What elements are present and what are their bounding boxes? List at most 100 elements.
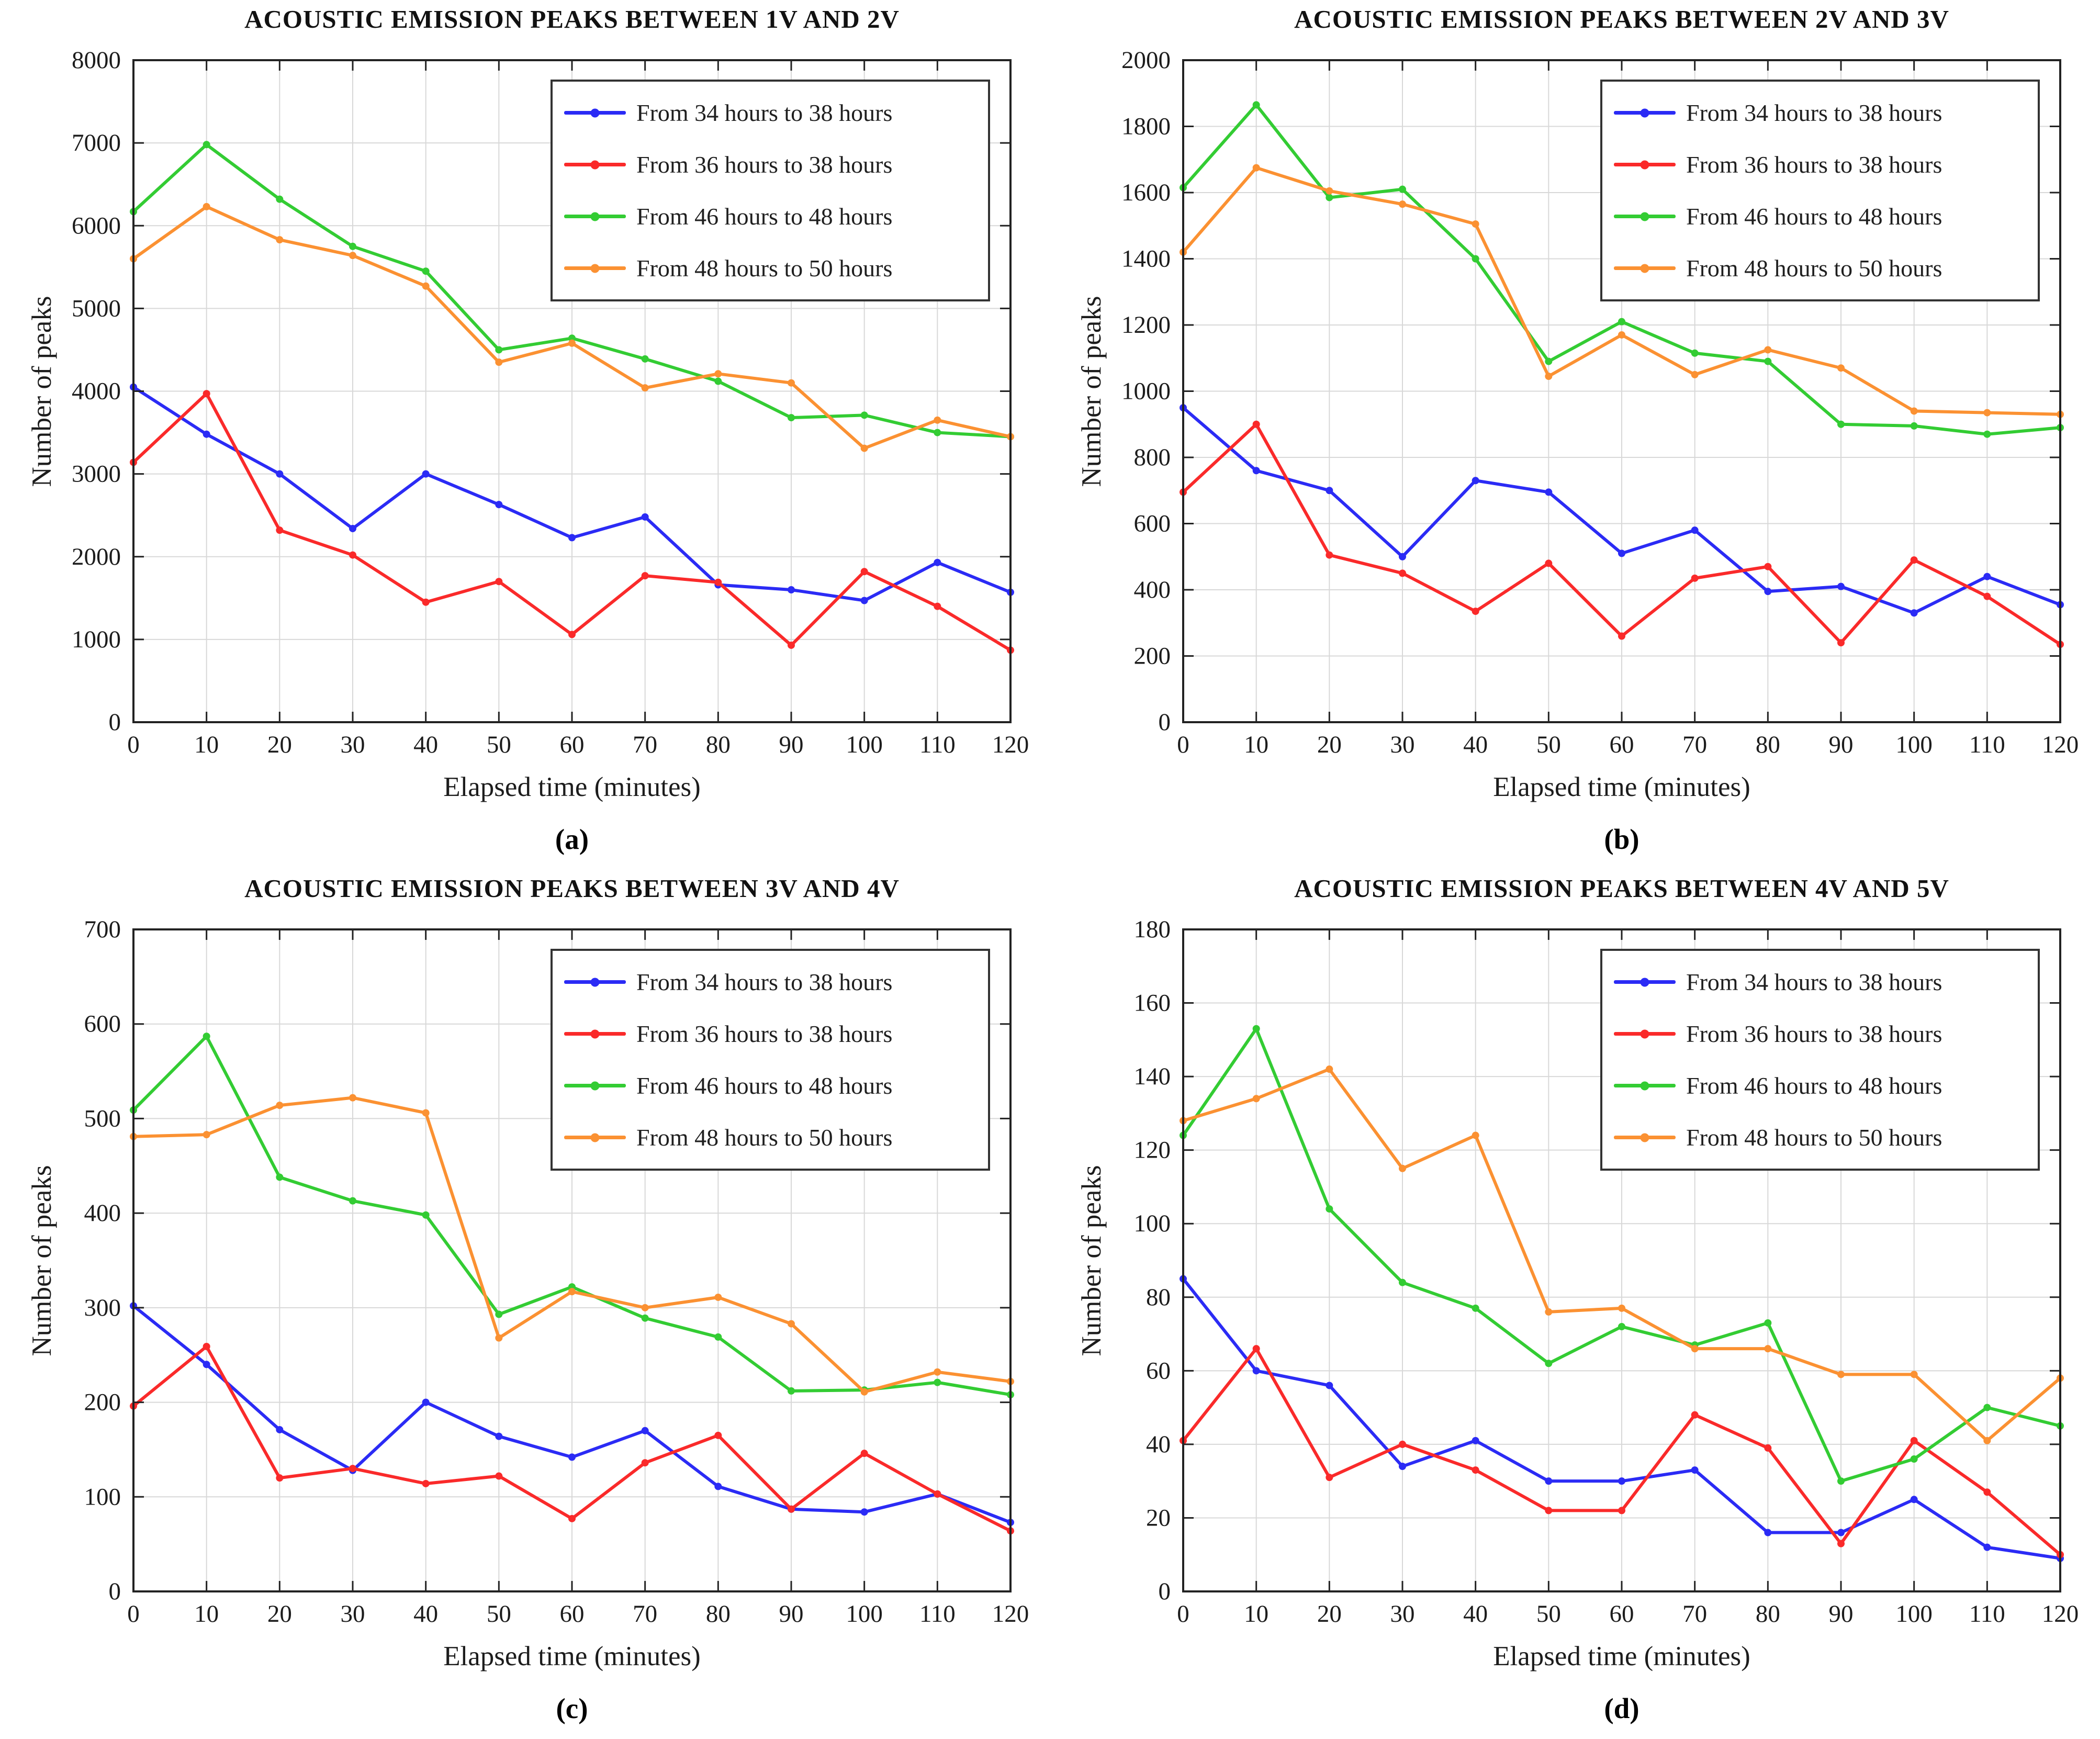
legend-item: From 34 hours to 38 hours [1602, 99, 2038, 127]
svg-text:0: 0 [1177, 731, 1189, 758]
legend-marker-dot [1640, 160, 1649, 169]
legend-marker-dot [1640, 108, 1649, 117]
legend-item: From 36 hours to 38 hours [1602, 1020, 2038, 1048]
svg-text:80: 80 [706, 731, 731, 758]
svg-text:0: 0 [127, 1600, 140, 1628]
legend-marker-dot [590, 212, 600, 221]
svg-text:100: 100 [1134, 1210, 1171, 1237]
legend-label: From 34 hours to 38 hours [636, 99, 893, 126]
svg-text:120: 120 [992, 1600, 1029, 1628]
svg-text:70: 70 [1682, 1600, 1707, 1628]
legend-label: From 48 hours to 50 hours [1686, 1124, 1942, 1151]
svg-text:40: 40 [1146, 1431, 1171, 1458]
legend-marker-dot [590, 1029, 600, 1038]
svg-text:90: 90 [1829, 731, 1854, 758]
svg-text:140: 140 [1134, 1063, 1171, 1090]
svg-text:200: 200 [1134, 643, 1171, 670]
legend-marker-dot [1640, 264, 1649, 273]
legend-line-swatch [564, 978, 626, 986]
svg-text:160: 160 [1134, 990, 1171, 1017]
svg-text:20: 20 [1317, 731, 1342, 758]
svg-text:10: 10 [194, 731, 219, 758]
legend-label: From 46 hours to 48 hours [636, 1072, 893, 1099]
svg-text:100: 100 [846, 731, 883, 758]
svg-text:500: 500 [84, 1105, 121, 1132]
plot-area: 0 10 20 30 40 50 60 70 80 90 100 110 120 0 20 40 60 80 100… [1134, 916, 2079, 1628]
svg-text:0: 0 [1177, 1600, 1189, 1628]
svg-text:50: 50 [487, 731, 511, 758]
legend: From 34 hours to 38 hours From 36 hours … [551, 80, 990, 301]
svg-text:20: 20 [1146, 1504, 1171, 1531]
svg-text:180: 180 [1134, 916, 1171, 943]
chart-panel-a: 0 10 20 30 40 50 60 70 80 90 100 110 120 0 1000 2000 300… [0, 0, 1050, 869]
legend-line-swatch [564, 108, 626, 117]
legend-marker-dot [590, 1081, 600, 1090]
y-axis-label: Number of peaks [1076, 296, 1107, 487]
legend-item: From 34 hours to 38 hours [1602, 968, 2038, 996]
svg-text:100: 100 [84, 1483, 121, 1510]
svg-text:0: 0 [127, 731, 140, 758]
legend-label: From 46 hours to 48 hours [636, 203, 893, 230]
svg-text:30: 30 [1390, 1600, 1415, 1628]
svg-text:110: 110 [919, 731, 956, 758]
legend-marker-dot [590, 108, 600, 117]
x-axis-label: Elapsed time (minutes) [443, 772, 701, 802]
svg-text:40: 40 [1463, 1600, 1488, 1628]
svg-text:700: 700 [84, 916, 121, 943]
x-axis-label: Elapsed time (minutes) [1493, 772, 1750, 802]
legend-item: From 48 hours to 50 hours [1602, 254, 2038, 282]
legend-item: From 46 hours to 48 hours [1602, 1072, 2038, 1100]
legend-marker-dot [590, 978, 600, 986]
svg-text:50: 50 [487, 1600, 511, 1628]
legend-line-swatch [1614, 160, 1676, 169]
svg-text:120: 120 [2042, 731, 2079, 758]
svg-text:600: 600 [84, 1011, 121, 1038]
plot-area: 0 10 20 30 40 50 60 70 80 90 100 110 120 0 100 200 300 40… [84, 916, 1029, 1628]
svg-text:120: 120 [1134, 1137, 1171, 1164]
legend-marker-dot [590, 264, 600, 273]
svg-text:0: 0 [1159, 1578, 1171, 1605]
legend: From 34 hours to 38 hours From 36 hours … [1600, 949, 2040, 1171]
svg-text:110: 110 [1969, 1600, 2005, 1628]
legend-item: From 36 hours to 38 hours [1602, 151, 2038, 178]
legend-label: From 36 hours to 38 hours [1686, 151, 1942, 178]
svg-text:10: 10 [194, 1600, 219, 1628]
legend-label: From 46 hours to 48 hours [1686, 1072, 1942, 1099]
svg-text:50: 50 [1536, 731, 1561, 758]
svg-text:0: 0 [109, 709, 121, 736]
panel-caption: (d) [1604, 1692, 1639, 1724]
svg-text:120: 120 [2042, 1600, 2079, 1628]
chart-title: ACOUSTIC EMISSION PEAKS BETWEEN 1V AND 2… [244, 5, 900, 33]
legend-marker-dot [1640, 1081, 1649, 1090]
svg-text:40: 40 [413, 1600, 438, 1628]
chart-panel-d: 0 10 20 30 40 50 60 70 80 90 100 110 120 0 20 40 60 80 100… [1050, 869, 2100, 1739]
legend-marker-dot [590, 160, 600, 169]
svg-text:70: 70 [633, 731, 657, 758]
svg-text:10: 10 [1244, 731, 1268, 758]
y-axis-label: Number of peaks [1076, 1165, 1107, 1356]
svg-text:1600: 1600 [1121, 179, 1171, 206]
svg-text:90: 90 [1829, 1600, 1854, 1628]
legend-line-swatch [1614, 1133, 1676, 1142]
panel-caption: (c) [556, 1692, 588, 1724]
legend-item: From 48 hours to 50 hours [1602, 1124, 2038, 1151]
svg-text:400: 400 [1134, 576, 1171, 603]
legend-item: From 48 hours to 50 hours [553, 254, 988, 282]
legend-label: From 36 hours to 38 hours [636, 1020, 893, 1047]
chart-title: ACOUSTIC EMISSION PEAKS BETWEEN 2V AND 3… [1294, 5, 1949, 33]
x-axis-label: Elapsed time (minutes) [443, 1641, 701, 1671]
legend-item: From 34 hours to 38 hours [553, 99, 988, 127]
legend-label: From 46 hours to 48 hours [1686, 203, 1942, 230]
legend-label: From 34 hours to 38 hours [636, 969, 893, 995]
svg-text:110: 110 [1969, 731, 2005, 758]
legend-item: From 46 hours to 48 hours [553, 203, 988, 230]
svg-text:7000: 7000 [72, 129, 121, 156]
svg-text:50: 50 [1536, 1600, 1561, 1628]
svg-text:6000: 6000 [72, 212, 121, 239]
svg-text:400: 400 [84, 1199, 121, 1227]
legend-line-swatch [564, 212, 626, 221]
legend-marker-dot [1640, 212, 1649, 221]
svg-text:2000: 2000 [72, 543, 121, 570]
legend-marker-dot [1640, 1029, 1649, 1038]
legend-marker-dot [1640, 978, 1649, 986]
